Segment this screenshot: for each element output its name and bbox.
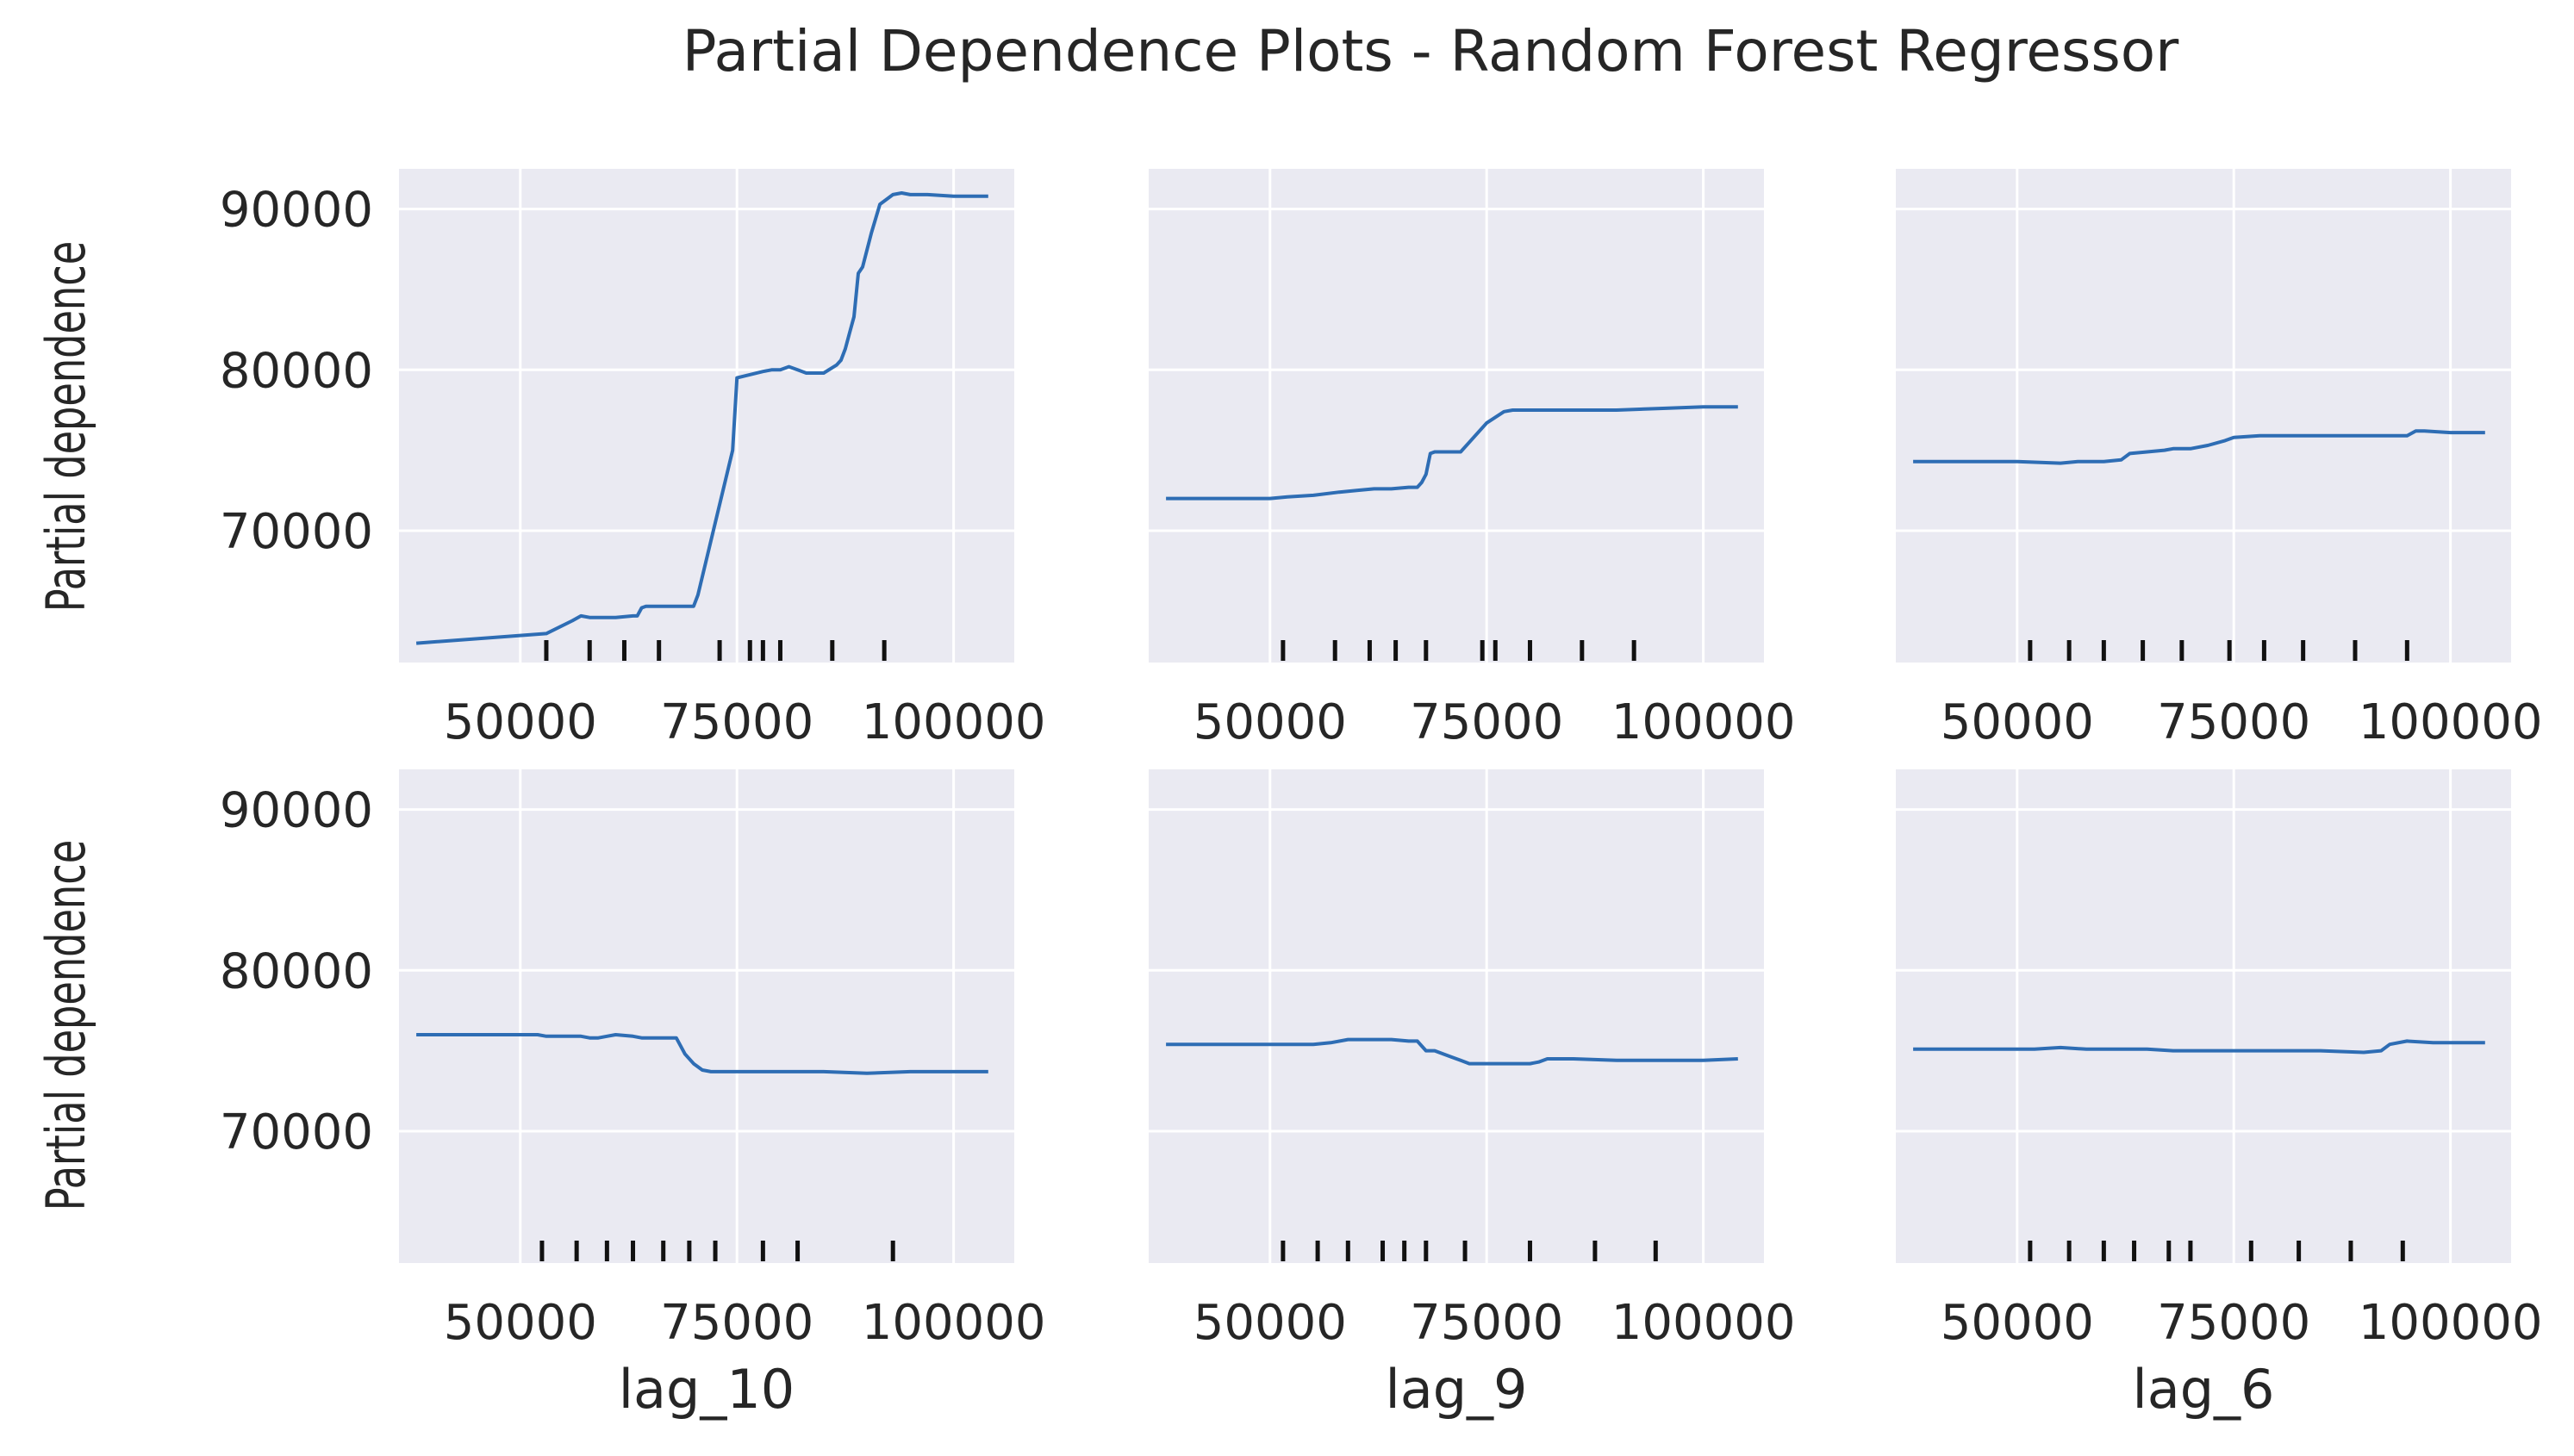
subplot-lag_6-top: 50000 75000 100000 xyxy=(1896,169,2542,750)
x-tick-label: 75000 xyxy=(2157,694,2310,750)
plot-area xyxy=(399,169,1014,663)
plot-area xyxy=(1149,769,1764,1263)
y-tick-label: 70000 xyxy=(220,504,373,560)
x-tick-label: 100000 xyxy=(1611,694,1796,750)
plot-area xyxy=(1896,169,2511,663)
y-tick-label: 80000 xyxy=(220,943,373,999)
x-axis-label-lag_6: lag_6 xyxy=(2132,1358,2274,1421)
pd-line-lag_9 xyxy=(1166,1037,1738,1066)
y-tick-label: 80000 xyxy=(220,343,373,399)
y-tick-label: 90000 xyxy=(220,783,373,839)
y-axis-label-bottom: Partial dependence xyxy=(35,840,97,1210)
x-tick-label: 50000 xyxy=(444,1295,597,1351)
x-tick-label: 75000 xyxy=(660,694,813,750)
subplot-lag_6-bottom: 50000 75000 100000 lag_6 xyxy=(1896,769,2542,1421)
x-tick-label: 100000 xyxy=(2359,694,2543,750)
pd-line-lag_10 xyxy=(415,191,988,645)
x-tick-label: 75000 xyxy=(660,1295,813,1351)
x-tick-label: 50000 xyxy=(444,694,597,750)
x-tick-label: 75000 xyxy=(2157,1295,2310,1351)
x-tick-label: 50000 xyxy=(1941,1295,2094,1351)
y-tick-label: 90000 xyxy=(220,183,373,239)
x-tick-label: 75000 xyxy=(1410,694,1563,750)
pd-line-lag_9 xyxy=(1166,405,1738,501)
subplot-lag_10-bottom: 50000 75000 100000 70000 80000 90000 lag_10 xyxy=(220,769,1046,1421)
subplot-lag_9-bottom: 50000 75000 100000 lag_9 xyxy=(1149,769,1795,1421)
pd-line-lag_10 xyxy=(416,1033,988,1075)
x-tick-label: 50000 xyxy=(1194,1295,1347,1351)
plot-area xyxy=(1149,169,1764,663)
pd-line-lag_6 xyxy=(1913,429,2485,465)
subplot-grid: 50000 75000 100000 70000 80000 90000 50000 7500… xyxy=(220,169,2542,1421)
x-tick-label: 100000 xyxy=(862,1295,1046,1351)
y-axis-label-top: Partial dependence xyxy=(35,241,97,612)
x-tick-label: 50000 xyxy=(1941,694,2094,750)
y-tick-label: 70000 xyxy=(220,1104,373,1160)
plot-area xyxy=(399,769,1014,1263)
x-tick-label: 100000 xyxy=(2359,1295,2543,1351)
plot-area xyxy=(1896,769,2511,1263)
x-axis-label-lag_9: lag_9 xyxy=(1385,1358,1527,1421)
x-tick-label: 75000 xyxy=(1410,1295,1563,1351)
figure-title: Partial Dependence Plots - Random Forest… xyxy=(682,18,2179,84)
x-axis-label-lag_10: lag_10 xyxy=(619,1358,795,1421)
x-tick-label: 100000 xyxy=(862,694,1046,750)
pd-line-lag_6 xyxy=(1913,1039,2485,1055)
x-tick-label: 100000 xyxy=(1611,1295,1796,1351)
x-tick-label: 50000 xyxy=(1194,694,1347,750)
subplot-lag_9-top: 50000 75000 100000 xyxy=(1149,169,1795,750)
subplot-lag_10-top: 50000 75000 100000 70000 80000 90000 xyxy=(220,169,1046,750)
